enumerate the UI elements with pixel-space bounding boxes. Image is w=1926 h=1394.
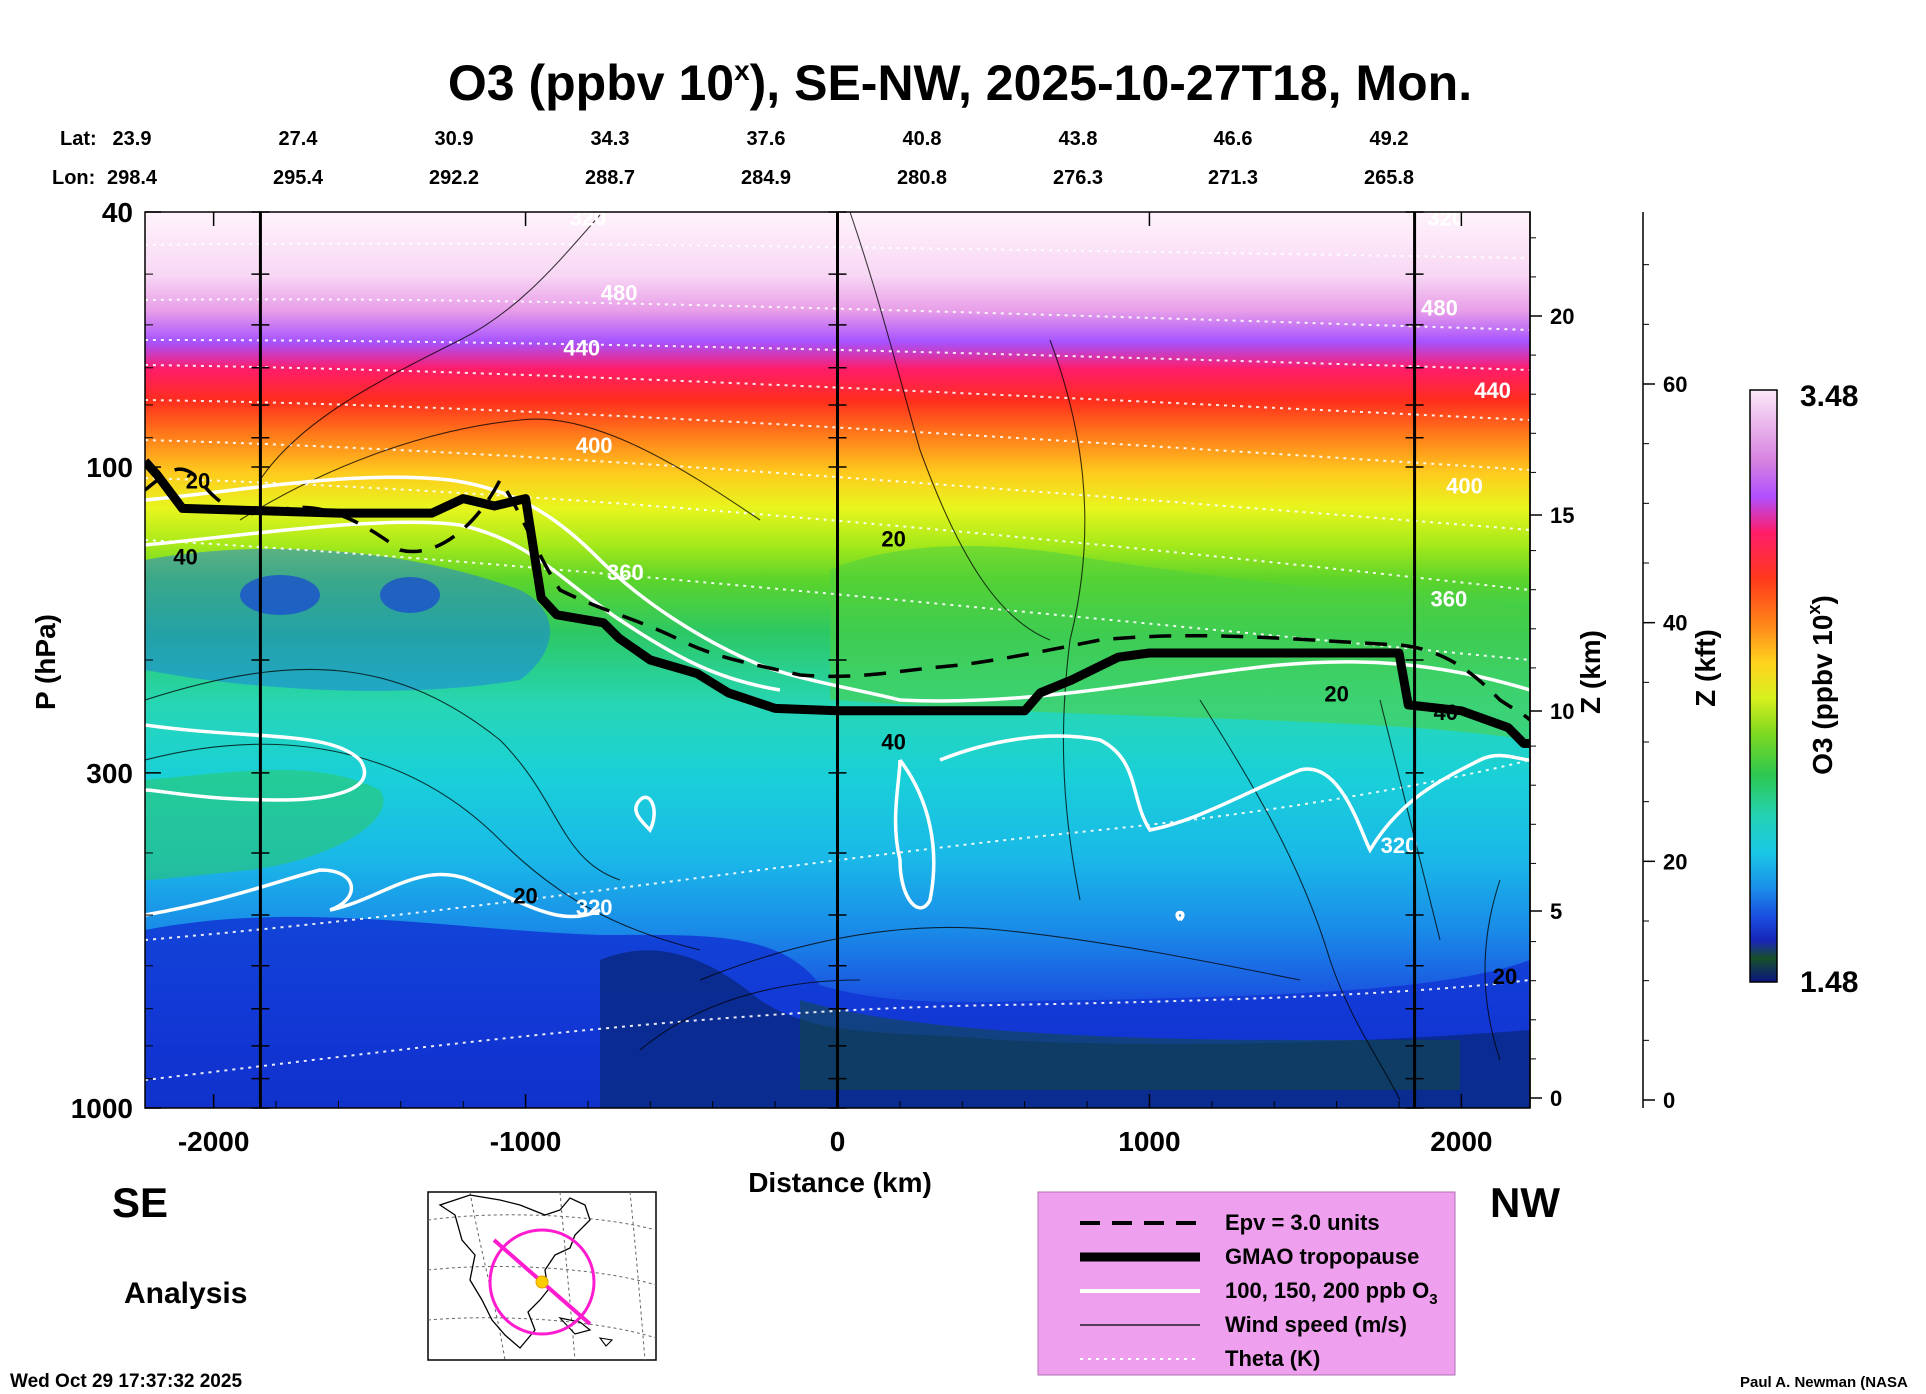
lat-label: Lat: bbox=[60, 128, 97, 150]
y-axis: 40 100 300 1000 bbox=[71, 197, 161, 1124]
z-km-tick-label: 5 bbox=[1550, 899, 1562, 924]
legend-label-theta: Theta (K) bbox=[1225, 1346, 1320, 1371]
wind-label: 20 bbox=[1493, 964, 1517, 989]
lon-value: 280.8 bbox=[897, 167, 947, 189]
x-tick-label: -2000 bbox=[178, 1126, 250, 1157]
z-km-tick-label: 10 bbox=[1550, 699, 1574, 724]
y-tick-label: 40 bbox=[102, 197, 133, 228]
y-axis-label: P (hPa) bbox=[30, 614, 61, 710]
z-km-axis: 0 5 10 15 20 bbox=[1529, 212, 1574, 1111]
z-kft-tick-label: 20 bbox=[1663, 849, 1687, 874]
y-tick-label: 300 bbox=[86, 758, 133, 789]
z-kft-label: Z (kft) bbox=[1690, 629, 1721, 707]
gmao-tropopause bbox=[145, 458, 1530, 748]
x-axis-label: Distance (km) bbox=[748, 1167, 932, 1198]
lon-value: 271.3 bbox=[1208, 167, 1258, 189]
theta-label: 360 bbox=[607, 560, 644, 585]
legend-label-tropopause: GMAO tropopause bbox=[1225, 1244, 1419, 1269]
theta-label: 360 bbox=[1431, 586, 1468, 611]
theta-label: 400 bbox=[576, 433, 613, 458]
lat-value: 23.9 bbox=[113, 128, 152, 150]
colorbar-gradient bbox=[1749, 389, 1778, 983]
lon-value: 284.9 bbox=[741, 167, 791, 189]
legend-label-epv: Epv = 3.0 units bbox=[1225, 1210, 1380, 1235]
y-tick-label: 100 bbox=[86, 452, 133, 483]
x-tick-label: 1000 bbox=[1118, 1126, 1180, 1157]
x-axis: -2000 -1000 0 1000 2000 bbox=[178, 212, 1493, 1157]
chart-title: O3 (ppbv 10x), SE-NW, 2025-10-27T18, Mon… bbox=[448, 55, 1472, 111]
blue-cell-1 bbox=[240, 575, 320, 615]
wind-label: 20 bbox=[1324, 681, 1348, 706]
theta-label: 320 bbox=[576, 895, 613, 920]
legend-label-ozone: 100, 150, 200 ppb O3 bbox=[1225, 1278, 1438, 1308]
theta-lines bbox=[145, 242, 1530, 1081]
theta-label: 320 bbox=[570, 206, 607, 231]
colorbar-title: O3 (ppbv 10x) bbox=[1804, 595, 1838, 775]
lat-lon-header: 23.9 27.4 30.9 34.3 37.6 40.8 43.8 46.6 49.2 298.… bbox=[107, 128, 1414, 189]
nw-label: NW bbox=[1490, 1179, 1560, 1226]
lat-value: 46.6 bbox=[1214, 128, 1253, 150]
x-tick-label: 2000 bbox=[1430, 1126, 1492, 1157]
y-tick-label: 1000 bbox=[71, 1093, 133, 1124]
blue-cell-2 bbox=[380, 577, 440, 613]
z-km-label: Z (km) bbox=[1575, 630, 1606, 714]
lon-value: 295.4 bbox=[273, 167, 324, 189]
credit: Paul A. Newman (NASA bbox=[1740, 1374, 1908, 1391]
lat-value: 40.8 bbox=[903, 128, 942, 150]
legend-label-wind: Wind speed (m/s) bbox=[1225, 1312, 1407, 1337]
theta-label: 440 bbox=[1474, 378, 1511, 403]
inset-map bbox=[427, 1191, 657, 1361]
analysis-label: Analysis bbox=[124, 1277, 247, 1310]
timestamp: Wed Oct 29 17:37:32 2025 bbox=[10, 1371, 242, 1392]
section-markers bbox=[251, 211, 1424, 1109]
lat-value: 30.9 bbox=[435, 128, 474, 150]
z-km-tick-label: 0 bbox=[1550, 1086, 1562, 1111]
low-green-patch bbox=[800, 1000, 1460, 1090]
theta-label: 320 bbox=[1427, 206, 1464, 231]
theta-label: 480 bbox=[601, 281, 638, 306]
x-tick-label: -1000 bbox=[490, 1126, 562, 1157]
theta-label: 440 bbox=[563, 336, 600, 361]
theta-label: 320 bbox=[1381, 833, 1418, 858]
theta-label: 400 bbox=[1446, 474, 1483, 499]
lon-value: 292.2 bbox=[429, 167, 479, 189]
tropopause-green bbox=[830, 546, 1530, 740]
lon-label: Lon: bbox=[52, 167, 95, 189]
legend-box bbox=[1037, 1191, 1456, 1376]
lat-value: 43.8 bbox=[1059, 128, 1098, 150]
z-kft-tick-label: 40 bbox=[1663, 611, 1687, 636]
lat-value: 27.4 bbox=[279, 128, 319, 150]
lat-value: 34.3 bbox=[591, 128, 630, 150]
lon-value: 276.3 bbox=[1053, 167, 1103, 189]
wind-speed-contours bbox=[145, 212, 1501, 1101]
z-kft-tick-label: 0 bbox=[1663, 1088, 1675, 1113]
x-tick-label: 0 bbox=[830, 1126, 846, 1157]
colorbar-max-label: 3.48 bbox=[1800, 380, 1858, 413]
z-kft-axis: 0 20 40 60 bbox=[1642, 212, 1687, 1113]
wind-label: 20 bbox=[881, 526, 905, 551]
lat-value: 37.6 bbox=[747, 128, 786, 150]
lon-value: 265.8 bbox=[1364, 167, 1414, 189]
lon-value: 288.7 bbox=[585, 167, 635, 189]
se-label: SE bbox=[112, 1179, 168, 1226]
theta-label: 480 bbox=[1421, 295, 1458, 320]
wind-label: 40 bbox=[173, 545, 197, 570]
wind-label: 20 bbox=[186, 468, 210, 493]
wind-label: 20 bbox=[513, 884, 537, 909]
legend: Epv = 3.0 units GMAO tropopause 100, 150… bbox=[1037, 1191, 1456, 1376]
z-kft-tick-label: 60 bbox=[1663, 372, 1687, 397]
wind-label: 40 bbox=[1434, 700, 1458, 725]
lat-value: 49.2 bbox=[1370, 128, 1409, 150]
colorbar-min-label: 1.48 bbox=[1800, 966, 1858, 999]
z-km-tick-label: 20 bbox=[1550, 304, 1574, 329]
contour-labels: 320 480 440 400 360 320 320 480 440 400 360 320 20 40… bbox=[173, 206, 1517, 989]
lon-value: 298.4 bbox=[107, 167, 158, 189]
z-km-tick-label: 15 bbox=[1550, 503, 1574, 528]
wind-label: 40 bbox=[881, 730, 905, 755]
colorbar: 3.48 1.48 O3 (ppbv 10x) bbox=[1749, 380, 1858, 999]
